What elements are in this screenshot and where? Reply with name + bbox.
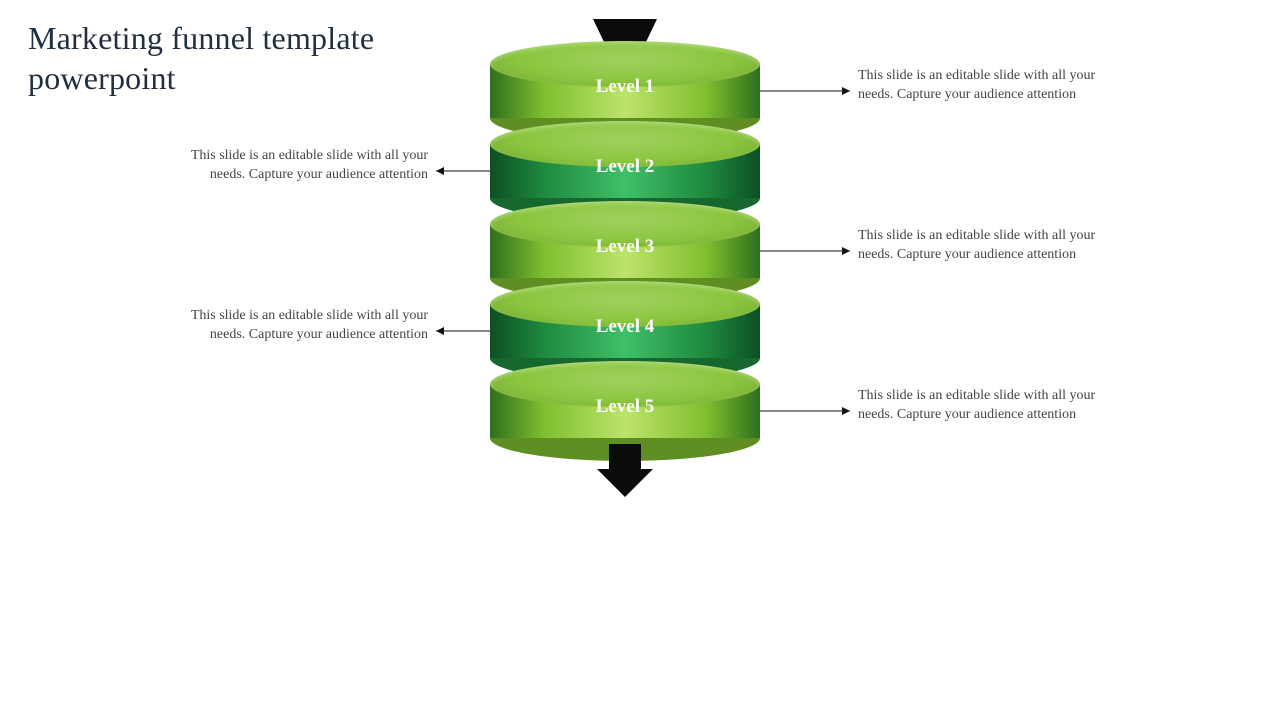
slide: Marketing funnel template powerpoint Lev… bbox=[0, 0, 1280, 720]
level-note: This slide is an editable slide with all… bbox=[858, 227, 1118, 265]
level-note: This slide is an editable slide with all… bbox=[168, 147, 428, 185]
level-label: Level 2 bbox=[490, 156, 760, 178]
callout-arrow bbox=[754, 405, 850, 417]
level-label: Level 4 bbox=[490, 316, 760, 338]
connector bbox=[609, 444, 641, 464]
callout-arrow bbox=[436, 325, 496, 337]
funnel-stack: Level 1 Level 2 Level 3 Level 4 Level 5 bbox=[490, 56, 760, 497]
level-note: This slide is an editable slide with all… bbox=[858, 67, 1118, 105]
level-label: Level 5 bbox=[490, 396, 760, 418]
level-note: This slide is an editable slide with all… bbox=[168, 307, 428, 345]
callout-arrow bbox=[754, 85, 850, 97]
callout-arrow bbox=[436, 165, 496, 177]
slide-title: Marketing funnel template powerpoint bbox=[28, 18, 448, 98]
level-label: Level 3 bbox=[490, 236, 760, 258]
level-label: Level 1 bbox=[490, 76, 760, 98]
level-note: This slide is an editable slide with all… bbox=[858, 387, 1118, 425]
callout-arrow bbox=[754, 245, 850, 257]
